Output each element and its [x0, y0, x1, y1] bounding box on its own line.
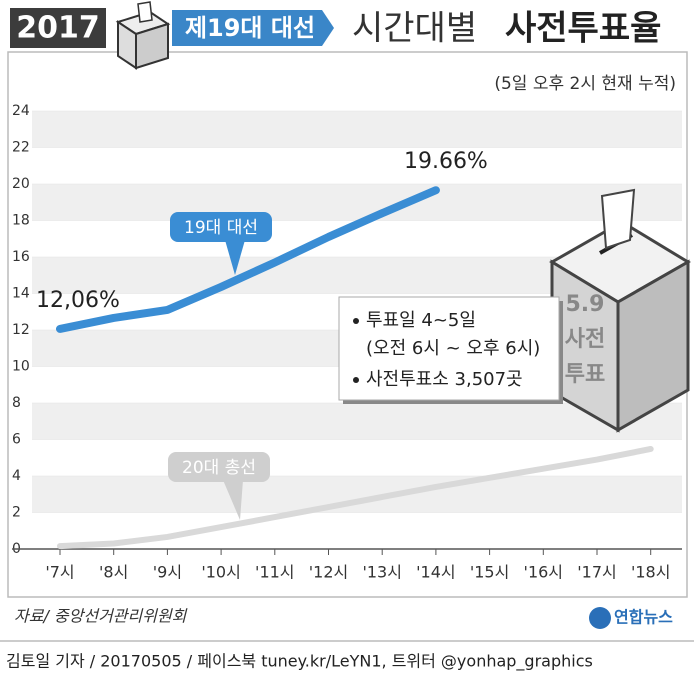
- ballot-label: 사전: [565, 327, 605, 352]
- logo-mark: [589, 607, 611, 629]
- info-line: 사전투표소 3,507곳: [366, 369, 523, 390]
- logo: 연합뉴스: [614, 608, 673, 627]
- grid-band: [32, 476, 682, 513]
- year: 2017: [16, 11, 100, 46]
- grid-band: [32, 403, 682, 440]
- ballot-box: [549, 188, 691, 433]
- credit: 김토일 기자 / 20170505 / 페이스북 tuney.kr/LeYN1,…: [6, 652, 593, 672]
- x-tick-label: '13시: [362, 563, 401, 582]
- grid-band: [32, 184, 682, 221]
- y-tick-label: 4: [12, 468, 21, 484]
- year-badge: [10, 8, 106, 48]
- x-tick-label: '18시: [631, 563, 670, 582]
- y-tick-label: 16: [12, 249, 30, 265]
- x-tick-label: '15시: [470, 563, 509, 582]
- source: 자료/ 중앙선거관리위원회: [14, 607, 188, 626]
- callout-box: [168, 452, 270, 482]
- y-tick-label: 14: [12, 286, 30, 302]
- callout-tail: [223, 480, 243, 520]
- y-tick-label: 12: [12, 322, 30, 338]
- x-tick-label: '10시: [201, 563, 240, 582]
- y-tick-label: 2: [12, 505, 21, 521]
- data-label: 19.66%: [404, 149, 488, 174]
- series-line: [56, 186, 440, 333]
- legend-label: 20대 총선: [182, 458, 256, 478]
- ballot-icon: [115, 1, 171, 70]
- y-tick-label: 6: [12, 432, 21, 448]
- grid-band: [32, 111, 682, 148]
- callout-box: [170, 212, 272, 242]
- title-light: 시간대별: [352, 9, 477, 49]
- y-tick-label: 18: [12, 213, 30, 229]
- x-tick-label: '17시: [577, 563, 616, 582]
- bullet: [353, 377, 359, 383]
- y-tick-label: 10: [12, 359, 30, 375]
- ballot-label: 투표: [565, 362, 605, 387]
- x-tick-label: '11시: [255, 563, 294, 582]
- x-tick-label: '7시: [45, 563, 74, 582]
- election: 제19대 대선: [185, 14, 315, 42]
- election-badge: [172, 10, 334, 46]
- x-tick-label: '9시: [153, 563, 182, 582]
- y-tick-label: 22: [12, 140, 30, 156]
- ballot-label: 5.9: [566, 292, 605, 317]
- info-line: 투표일 4~5일: [366, 310, 476, 331]
- y-tick-label: 24: [12, 103, 30, 119]
- subtitle: (5일 오후 2시 현재 누적): [494, 74, 676, 94]
- x-tick-label: '16시: [524, 563, 563, 582]
- info-box: [338, 296, 560, 401]
- bullet: [353, 318, 359, 324]
- info-line: (오전 6시 ~ 오후 6시): [366, 338, 540, 359]
- x-tick-label: '8시: [99, 563, 128, 582]
- y-tick-label: 20: [12, 176, 30, 192]
- data-label: 12,06%: [36, 288, 120, 313]
- x-tick-label: '14시: [416, 563, 455, 582]
- series-line: [57, 445, 654, 550]
- title-bold: 사전투표율: [505, 9, 661, 49]
- x-tick-label: '12시: [309, 563, 348, 582]
- y-tick-label: 8: [12, 395, 21, 411]
- callout-tail: [225, 240, 245, 275]
- legend-label: 19대 대선: [184, 218, 258, 238]
